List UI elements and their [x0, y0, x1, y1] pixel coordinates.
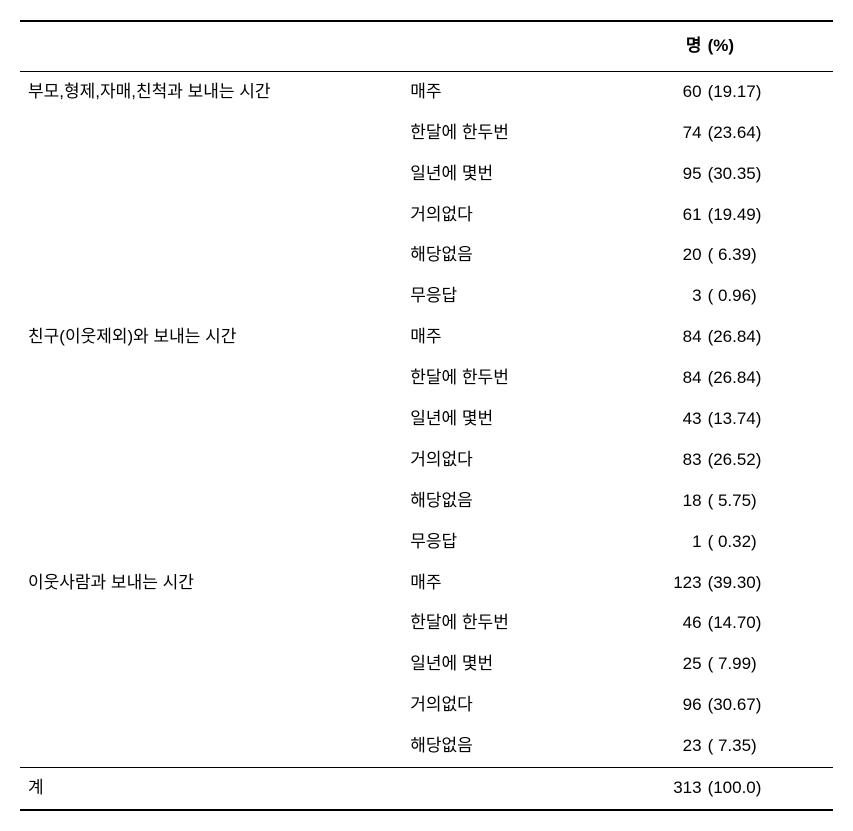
- total-count: 313: [637, 768, 706, 810]
- response-label: 해당없음: [406, 235, 637, 276]
- response-label: 일년에 몇번: [406, 154, 637, 195]
- data-table: 명(%)부모,형제,자매,친척과 보내는 시간매주60(19.17)한달에 한두…: [20, 20, 833, 811]
- category-label: [20, 685, 406, 726]
- response-label: 한달에 한두번: [406, 358, 637, 399]
- category-label: [20, 522, 406, 563]
- header-empty2: [406, 21, 637, 71]
- count-value: 84: [637, 317, 706, 358]
- count-value: 46: [637, 603, 706, 644]
- count-value: 18: [637, 481, 706, 522]
- response-label: 한달에 한두번: [406, 603, 637, 644]
- category-label: [20, 399, 406, 440]
- category-label: 친구(이웃제외)와 보내는 시간: [20, 317, 406, 358]
- pct-value: ( 6.39): [706, 235, 833, 276]
- response-label: 무응답: [406, 522, 637, 563]
- count-value: 84: [637, 358, 706, 399]
- count-value: 83: [637, 440, 706, 481]
- response-label: 일년에 몇번: [406, 644, 637, 685]
- category-label: [20, 358, 406, 399]
- count-value: 96: [637, 685, 706, 726]
- pct-value: ( 0.96): [706, 276, 833, 317]
- category-label: [20, 276, 406, 317]
- response-label: 거의없다: [406, 685, 637, 726]
- category-label: [20, 644, 406, 685]
- category-label: [20, 113, 406, 154]
- response-label: 일년에 몇번: [406, 399, 637, 440]
- count-value: 1: [637, 522, 706, 563]
- response-label: 한달에 한두번: [406, 113, 637, 154]
- count-value: 60: [637, 71, 706, 112]
- count-value: 43: [637, 399, 706, 440]
- pct-value: ( 7.99): [706, 644, 833, 685]
- response-label: 거의없다: [406, 440, 637, 481]
- total-empty: [406, 768, 637, 810]
- count-value: 123: [637, 563, 706, 604]
- category-label: 이웃사람과 보내는 시간: [20, 563, 406, 604]
- category-label: [20, 603, 406, 644]
- total-label: 계: [20, 768, 406, 810]
- response-label: 해당없음: [406, 481, 637, 522]
- pct-value: (30.67): [706, 685, 833, 726]
- pct-value: (26.84): [706, 358, 833, 399]
- category-label: [20, 235, 406, 276]
- category-label: [20, 154, 406, 195]
- count-value: 25: [637, 644, 706, 685]
- header-pct: (%): [706, 21, 833, 71]
- pct-value: (23.64): [706, 113, 833, 154]
- response-label: 매주: [406, 71, 637, 112]
- count-value: 95: [637, 154, 706, 195]
- pct-value: ( 0.32): [706, 522, 833, 563]
- header-empty: [20, 21, 406, 71]
- category-label: [20, 726, 406, 767]
- pct-value: (30.35): [706, 154, 833, 195]
- count-value: 3: [637, 276, 706, 317]
- response-label: 해당없음: [406, 726, 637, 767]
- count-value: 23: [637, 726, 706, 767]
- count-value: 74: [637, 113, 706, 154]
- total-pct: (100.0): [706, 768, 833, 810]
- pct-value: (19.17): [706, 71, 833, 112]
- category-label: [20, 440, 406, 481]
- count-value: 20: [637, 235, 706, 276]
- pct-value: (26.84): [706, 317, 833, 358]
- response-label: 무응답: [406, 276, 637, 317]
- category-label: [20, 481, 406, 522]
- category-label: 부모,형제,자매,친척과 보내는 시간: [20, 71, 406, 112]
- response-label: 매주: [406, 317, 637, 358]
- pct-value: (14.70): [706, 603, 833, 644]
- category-label: [20, 195, 406, 236]
- response-label: 거의없다: [406, 195, 637, 236]
- header-count: 명: [637, 21, 706, 71]
- count-value: 61: [637, 195, 706, 236]
- pct-value: ( 5.75): [706, 481, 833, 522]
- response-label: 매주: [406, 563, 637, 604]
- pct-value: (39.30): [706, 563, 833, 604]
- pct-value: ( 7.35): [706, 726, 833, 767]
- pct-value: (13.74): [706, 399, 833, 440]
- pct-value: (26.52): [706, 440, 833, 481]
- pct-value: (19.49): [706, 195, 833, 236]
